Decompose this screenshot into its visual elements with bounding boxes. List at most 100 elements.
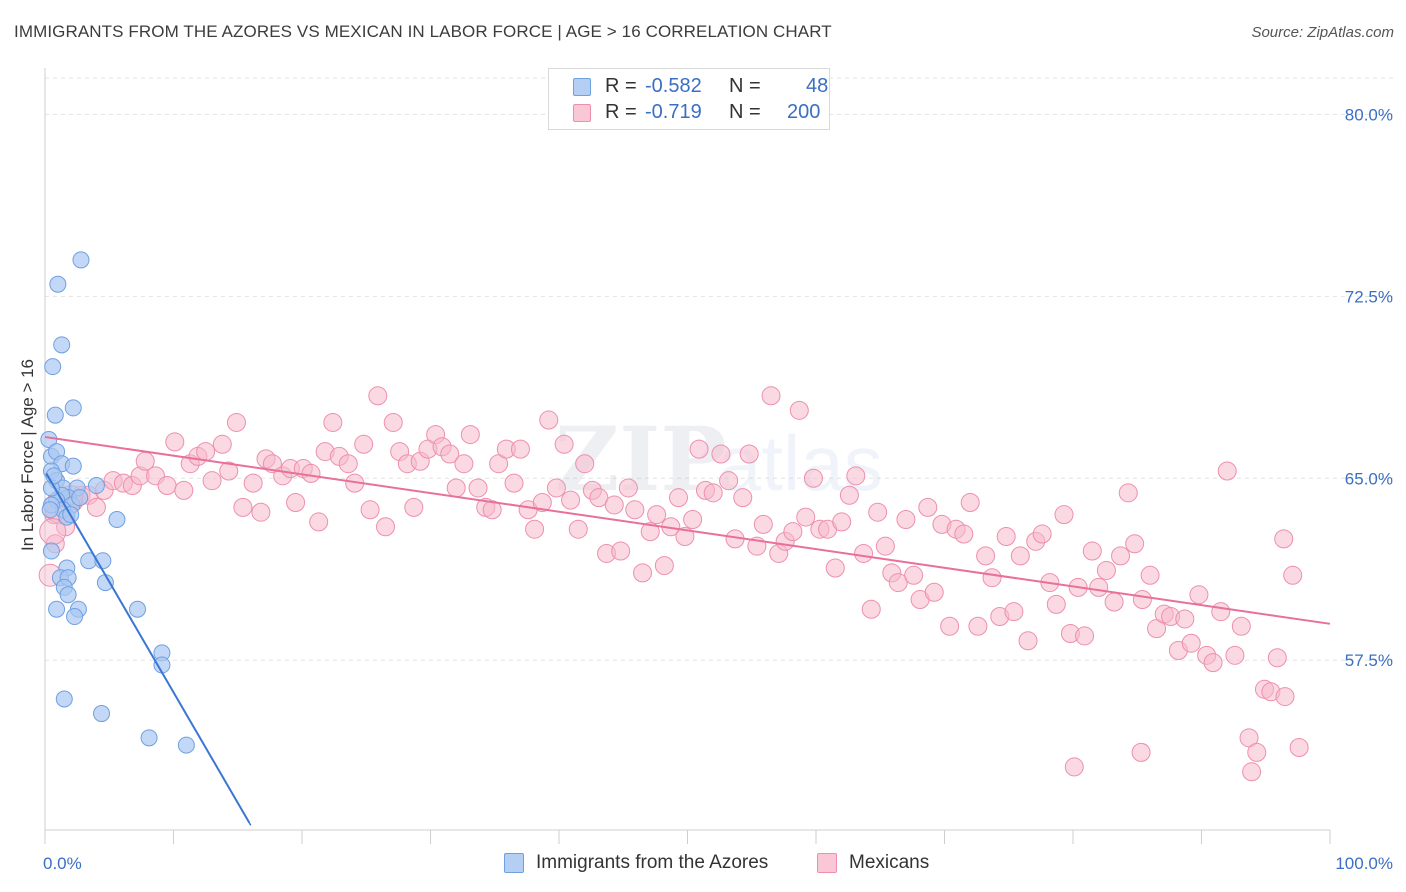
mexicans-point [618,478,638,498]
mexicans-point [761,386,781,406]
mexicans-point [440,444,460,464]
mexicans-point [323,412,343,432]
mexicans-point [604,495,624,515]
legend-n-value: 200 [787,101,821,123]
mexicans-point [625,500,645,520]
azores-point [140,729,158,747]
mexicans-point [654,556,674,576]
mexicans-point [1140,565,1160,585]
mexicans-point [888,573,908,593]
mexicans-point [376,517,396,537]
azores-point [177,736,195,754]
mexicans-point [482,500,502,520]
mexicans-point [575,454,595,474]
mexicans-point [157,476,177,496]
y-tick-label: 57.5% [1345,651,1393,670]
mexicans-point [468,478,488,498]
mexicans-point [1211,602,1231,622]
y-axis-label: In Labor Force | Age > 16 [18,358,37,552]
azores-point [42,542,60,560]
mexicans-point [675,526,695,546]
source-label: Source: ZipAtlas.com [1251,24,1394,41]
azores-point [87,477,105,495]
mexicans-point [1075,626,1095,646]
mexicans-point [1147,619,1167,639]
mexicans-point [796,507,816,527]
legend-swatch-blue [573,78,591,96]
mexicans-point [968,616,988,636]
mexicans-point [1046,594,1066,614]
mexicans-point [896,509,916,529]
mexicans-point [640,522,660,542]
mexicans-point [1275,687,1295,707]
mexicans-point [1239,728,1259,748]
mexicans-point [1096,560,1116,580]
azores-point [46,406,64,424]
mexicans-point [825,558,845,578]
mexicans-point [383,412,403,432]
mexicans-point [86,497,106,517]
legend-label: Immigrants from the Azores [536,852,769,873]
mexicans-point [711,444,731,464]
mexicans-point [1082,541,1102,561]
y-tick-label: 65.0% [1345,469,1393,488]
mexicans-point [561,490,581,510]
correlation-legend: R = -0.582 N = 48 R = -0.719 N = 200 [548,68,830,130]
azores-trend-line [45,472,251,824]
chart-title: IMMIGRANTS FROM THE AZORES VS MEXICAN IN… [14,22,832,41]
mexicans-point [683,509,703,529]
mexicans-point [783,522,803,542]
mexicans-point [301,463,321,483]
mexicans-point [532,493,552,513]
y-tick-label: 80.0% [1345,105,1393,124]
mexicans-point [568,519,588,539]
x-tick-label: 0.0% [43,854,82,873]
mexicans-point [309,512,329,532]
mexicans-point [669,488,689,508]
legend-swatch-pink [817,853,837,873]
mexicans-point [1054,505,1074,525]
mexicans-points [38,386,1309,782]
mexicans-point [976,546,996,566]
mexicans-point [854,543,874,563]
azores-point [93,705,111,723]
mexicans-point [460,425,480,445]
mexicans-point [846,466,866,486]
mexicans-point [1217,461,1237,481]
mexicans-point [404,497,424,517]
mexicans-point [924,582,944,602]
mexicans-point [454,454,474,474]
azores-point [66,608,84,626]
mexicans-point [868,502,888,522]
azores-point [44,358,62,376]
mexicans-point [1125,534,1145,554]
azores-point [55,690,73,708]
mexicans-point [1111,546,1131,566]
mexicans-point [918,497,938,517]
azores-point [49,275,67,293]
mexicans-point [1175,609,1195,629]
mexicans-point [1104,592,1124,612]
legend-r-value: -0.719 [645,101,702,123]
mexicans-point [1032,524,1052,544]
mexicans-point [733,488,753,508]
mexicans-point [546,478,566,498]
mexicans-point [1089,577,1109,597]
mexicans-point [202,471,222,491]
mexicans-point [1132,590,1152,610]
mexicans-point [739,444,759,464]
mexicans-point [1064,757,1084,777]
mexicans-point [832,512,852,532]
mexicans-point [719,471,739,491]
mexicans-point [510,439,530,459]
axes [44,68,1331,844]
azores-point [64,457,82,475]
mexicans-point [226,412,246,432]
tick-labels: 57.5% 65.0% 72.5% 80.0% 0.0% 100.0% [43,105,1393,873]
legend-r-label: R = [605,75,637,97]
azores-points [40,251,195,754]
mexicans-point [839,485,859,505]
mexicans-point [446,478,466,498]
mexicans-point [904,565,924,585]
